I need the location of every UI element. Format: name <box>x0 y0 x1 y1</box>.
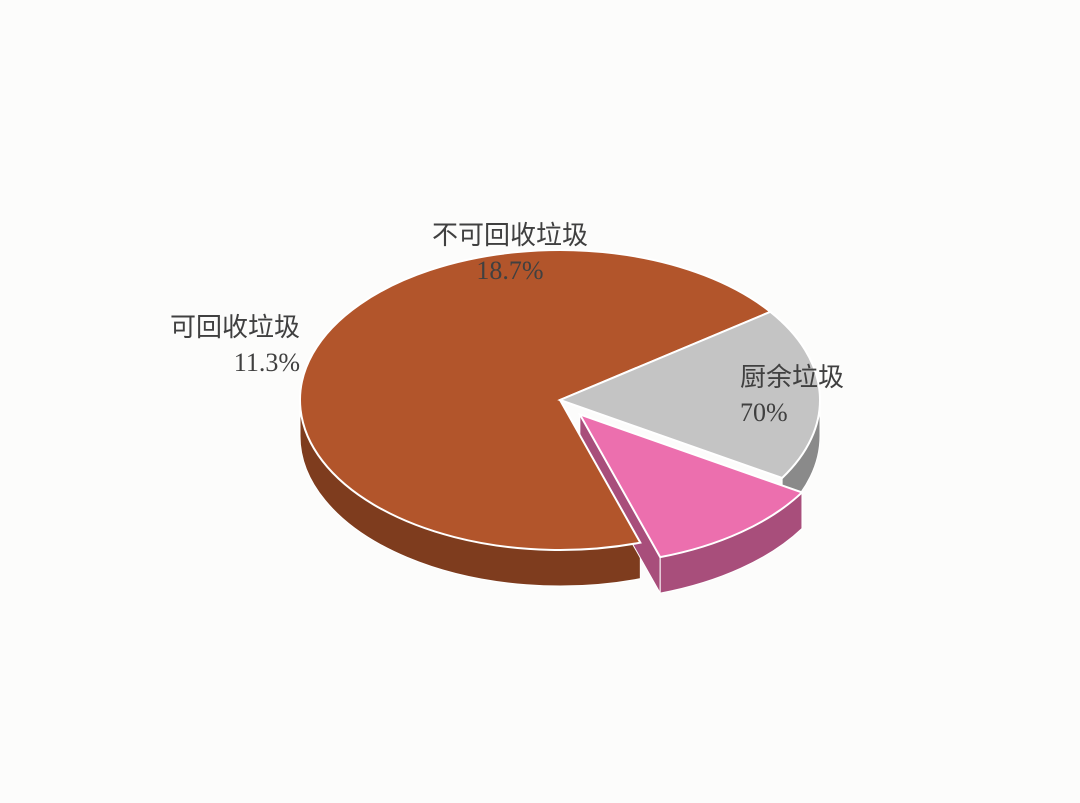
slice-label-kitchen: 厨余垃圾 70% <box>740 360 844 430</box>
slice-label-text: 不可回收垃圾 <box>432 221 588 250</box>
slice-label-recyclable: 可回收垃圾 11.3% <box>130 310 300 380</box>
slice-percent-text: 11.3% <box>130 345 300 380</box>
pie-chart: 厨余垃圾 70% 不可回收垃圾 18.7% 可回收垃圾 11.3% <box>0 0 1080 803</box>
slice-percent-text: 18.7% <box>400 253 620 288</box>
slice-label-nonrecyclable: 不可回收垃圾 18.7% <box>400 218 620 288</box>
slice-label-text: 厨余垃圾 <box>740 363 844 392</box>
pie-svg <box>0 0 1080 803</box>
slice-label-text: 可回收垃圾 <box>170 313 300 342</box>
slice-percent-text: 70% <box>740 395 844 430</box>
